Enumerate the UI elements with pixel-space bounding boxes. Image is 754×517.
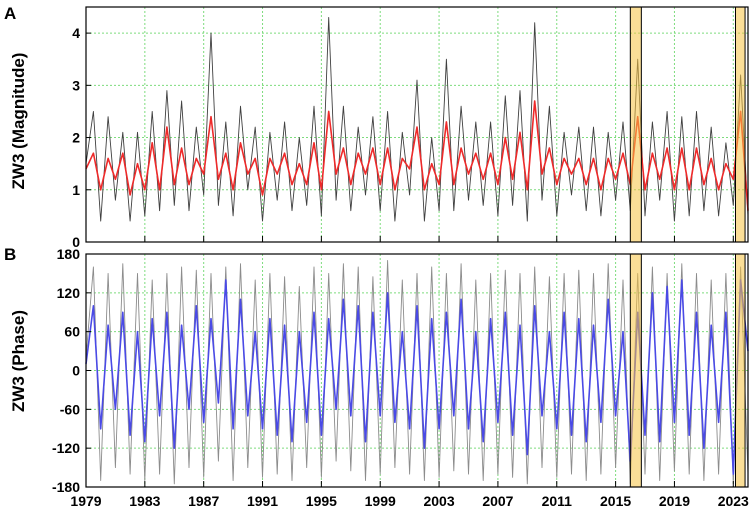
y-tick-label: 3 <box>72 77 80 93</box>
y-tick-label: -180 <box>52 479 80 495</box>
panel-b-letter: B <box>4 245 16 264</box>
y-tick-label: 1 <box>72 182 80 198</box>
panel-b-ylabel: ZW3 (Phase) <box>9 310 28 412</box>
highlight-band <box>734 253 746 488</box>
highlight-band <box>734 6 746 243</box>
y-tick-label: 60 <box>64 324 80 340</box>
x-tick-label: 2019 <box>659 493 690 509</box>
highlight-band <box>629 6 642 243</box>
x-tick-label: 2007 <box>482 493 513 509</box>
y-tick-label: 0 <box>72 363 80 379</box>
x-tick-label: 2015 <box>600 493 631 509</box>
x-tick-label: 1983 <box>129 493 160 509</box>
y-tick-label: 0 <box>72 234 80 250</box>
x-tick-label: 1979 <box>70 493 101 509</box>
x-tick-label: 2011 <box>542 493 573 509</box>
y-tick-label: 180 <box>57 246 81 262</box>
x-tick-label: 1995 <box>306 493 337 509</box>
x-tick-label: 1987 <box>188 493 219 509</box>
panel-b-plot: -180 -120 -60 0 60 120 180 <box>52 246 749 495</box>
x-tick-label: 1999 <box>365 493 396 509</box>
panel-a-ylabel: ZW3 (Magnitude) <box>9 53 28 190</box>
x-tick-label: 1991 <box>247 493 278 509</box>
y-tick-label: -60 <box>60 401 80 417</box>
panel-a-plot: 0 1 2 3 4 <box>72 6 749 250</box>
y-tick-label: 2 <box>72 130 80 146</box>
y-tick-label: -120 <box>52 440 80 456</box>
x-axis-ticks: 1979 1983 1987 1991 1995 1999 2003 2007 2011 2015… <box>70 236 749 509</box>
x-tick-label: 2003 <box>423 493 454 509</box>
series-line-raw <box>85 16 749 222</box>
plot-frame <box>85 6 749 243</box>
y-tick-label: 4 <box>72 25 80 41</box>
y-tick-label: 120 <box>57 285 81 301</box>
highlight-band <box>629 253 642 488</box>
x-tick-label: 2023 <box>718 493 749 509</box>
panel-a-letter: A <box>4 4 16 23</box>
